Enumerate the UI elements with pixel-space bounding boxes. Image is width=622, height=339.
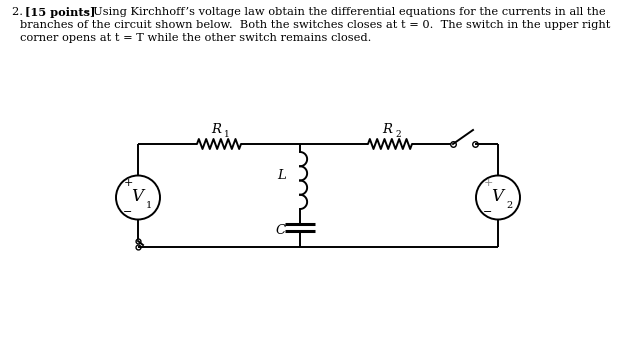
Text: R: R xyxy=(382,123,392,136)
Text: V: V xyxy=(491,188,503,205)
Text: corner opens at t = T while the other switch remains closed.: corner opens at t = T while the other sw… xyxy=(20,33,371,43)
Text: 2: 2 xyxy=(395,130,401,139)
Text: 2.: 2. xyxy=(12,7,27,17)
Text: branches of the circuit shown below.  Both the switches closes at t = 0.  The sw: branches of the circuit shown below. Bot… xyxy=(20,20,610,30)
Text: 2: 2 xyxy=(506,201,513,211)
Text: +: + xyxy=(123,178,132,187)
Text: L: L xyxy=(277,169,286,182)
Text: 1: 1 xyxy=(146,201,152,211)
Text: +: + xyxy=(483,178,493,187)
Text: −: − xyxy=(483,207,493,218)
Text: [15 points]: [15 points] xyxy=(25,7,95,18)
Text: R: R xyxy=(211,123,221,136)
Text: V: V xyxy=(131,188,143,205)
Text: −: − xyxy=(123,207,132,218)
Text: - Using Kirchhoff’s voltage law obtain the differential equations for the curren: - Using Kirchhoff’s voltage law obtain t… xyxy=(82,7,606,17)
Text: C: C xyxy=(276,224,286,238)
Text: 1: 1 xyxy=(224,130,230,139)
